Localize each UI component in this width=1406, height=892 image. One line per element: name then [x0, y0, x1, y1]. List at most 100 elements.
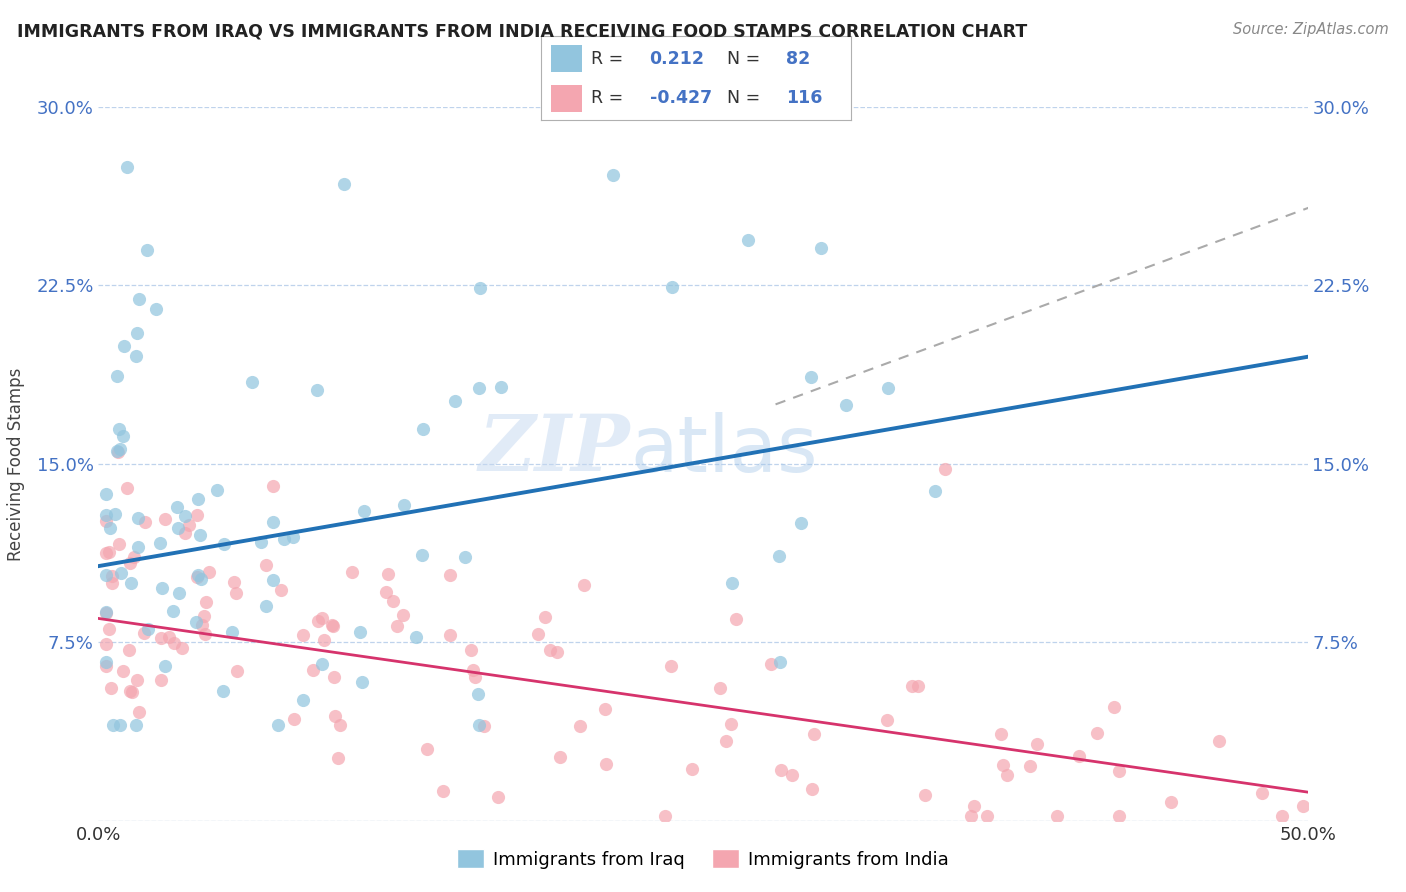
Point	[1046, 809, 1069, 823]
Point	[307, 614, 329, 628]
Point	[976, 809, 998, 823]
Point	[98, 545, 121, 559]
Point	[225, 586, 247, 600]
Point	[134, 515, 156, 529]
Point	[94, 514, 117, 528]
Point	[134, 625, 156, 640]
Point	[117, 160, 139, 174]
Point	[901, 679, 924, 693]
Point	[321, 617, 343, 632]
Text: atlas: atlas	[630, 411, 818, 488]
Point	[392, 498, 415, 512]
Point	[533, 609, 555, 624]
Point	[193, 608, 215, 623]
Point	[254, 599, 277, 614]
Point	[281, 530, 304, 544]
Point	[98, 521, 121, 535]
Point	[416, 741, 439, 756]
Point	[312, 633, 335, 648]
Point	[135, 243, 157, 257]
Point	[392, 607, 415, 622]
Point	[262, 515, 284, 529]
Point	[127, 326, 149, 340]
Point	[225, 664, 247, 678]
Point	[770, 763, 793, 777]
Point	[877, 381, 900, 395]
Point	[291, 628, 314, 642]
Point	[94, 658, 117, 673]
Point	[105, 443, 128, 458]
Point	[100, 576, 122, 591]
Point	[661, 279, 683, 293]
Point	[464, 670, 486, 684]
Point	[120, 575, 142, 590]
Point	[595, 702, 617, 716]
Point	[1208, 734, 1230, 748]
Point	[468, 381, 491, 395]
Point	[163, 636, 186, 650]
Point	[724, 612, 747, 626]
Point	[128, 705, 150, 719]
Point	[1160, 795, 1182, 809]
Point	[527, 627, 550, 641]
Point	[224, 574, 246, 589]
Point	[262, 479, 284, 493]
Point	[1104, 699, 1126, 714]
Point	[800, 370, 823, 384]
Point	[790, 516, 813, 530]
Point	[205, 483, 228, 497]
Point	[439, 628, 461, 642]
Point	[267, 718, 290, 732]
Point	[212, 537, 235, 551]
Point	[194, 626, 217, 640]
Point	[444, 393, 467, 408]
Point	[283, 712, 305, 726]
Point	[188, 528, 211, 542]
Point	[1087, 726, 1109, 740]
Point	[467, 718, 489, 732]
Point	[405, 630, 427, 644]
Point	[110, 566, 132, 580]
Point	[311, 657, 333, 672]
Point	[377, 566, 399, 581]
Point	[169, 586, 191, 600]
Point	[782, 768, 804, 782]
Point	[569, 719, 592, 733]
Text: 82: 82	[786, 50, 810, 68]
Point	[94, 487, 117, 501]
Text: ZIP: ZIP	[479, 411, 630, 488]
Point	[110, 718, 132, 732]
Point	[412, 422, 434, 436]
Point	[187, 491, 209, 506]
Point	[924, 483, 946, 498]
Point	[538, 643, 561, 657]
Point	[1271, 809, 1294, 823]
Point	[101, 569, 124, 583]
Point	[111, 664, 134, 678]
Point	[150, 673, 173, 687]
Point	[186, 569, 208, 583]
Point	[153, 659, 176, 673]
Point	[325, 708, 347, 723]
Text: R =: R =	[591, 50, 623, 68]
Text: IMMIGRANTS FROM IRAQ VS IMMIGRANTS FROM INDIA RECEIVING FOOD STAMPS CORRELATION : IMMIGRANTS FROM IRAQ VS IMMIGRANTS FROM …	[17, 22, 1028, 40]
Point	[177, 518, 200, 533]
Point	[122, 549, 145, 564]
Point	[454, 549, 477, 564]
Point	[714, 734, 737, 748]
Point	[198, 565, 221, 579]
Point	[681, 762, 703, 776]
Point	[1069, 749, 1091, 764]
Point	[212, 684, 235, 698]
Point	[166, 500, 188, 515]
Text: 116: 116	[786, 88, 823, 106]
Point	[112, 339, 135, 353]
Point	[101, 718, 124, 732]
Point	[111, 428, 134, 442]
Point	[810, 241, 832, 255]
Point	[150, 631, 173, 645]
Y-axis label: Receiving Food Stamps: Receiving Food Stamps	[7, 368, 25, 560]
Point	[353, 504, 375, 518]
Point	[548, 749, 571, 764]
Point	[128, 292, 150, 306]
